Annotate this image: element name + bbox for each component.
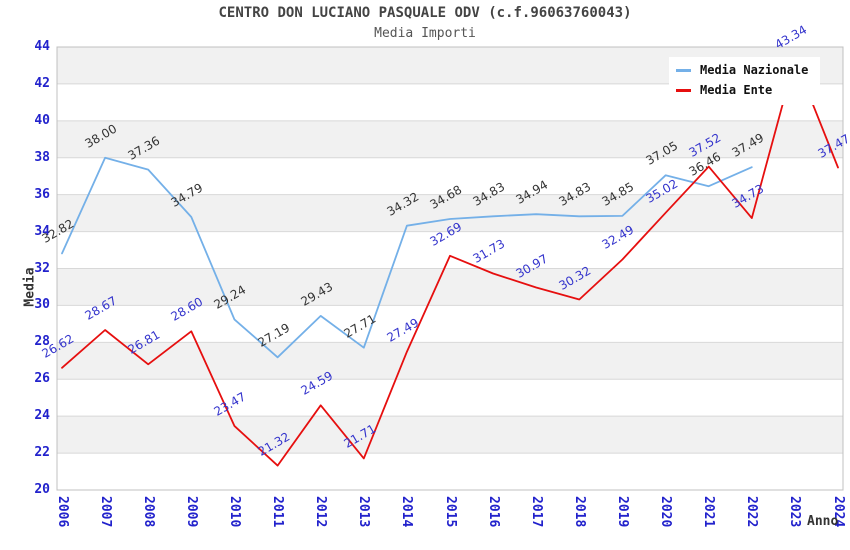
legend-label-media-nazionale: Media Nazionale	[700, 63, 809, 77]
legend-item-media-nazionale: Media Nazionale	[676, 63, 820, 78]
plot-band	[57, 268, 843, 306]
plot-band	[57, 342, 843, 380]
plot-band	[57, 157, 843, 195]
series-line-media-ente	[61, 58, 839, 467]
plot-band	[57, 120, 843, 158]
legend: Media Nazionale Media Ente	[669, 57, 820, 105]
plot-band	[57, 379, 843, 417]
plot-band	[57, 453, 843, 490]
legend-label-media-ente: Media Ente	[700, 83, 773, 97]
plot-border	[56, 46, 844, 491]
series-line-media-nazionale	[61, 156, 753, 359]
y-axis-title: Media	[22, 267, 38, 307]
plot-band	[57, 416, 843, 454]
chart-subtitle: Media Importi	[374, 26, 476, 41]
legend-item-media-ente: Media Ente	[676, 83, 820, 98]
x-axis-title: Anno	[807, 514, 839, 529]
media-ente-line-swatch-icon	[676, 89, 691, 92]
media-nazionale-line-swatch-icon	[676, 69, 691, 72]
plot-band	[57, 231, 843, 269]
plot-band	[57, 305, 843, 343]
chart-title: CENTRO DON LUCIANO PASQUALE ODV (c.f.960…	[218, 5, 632, 21]
